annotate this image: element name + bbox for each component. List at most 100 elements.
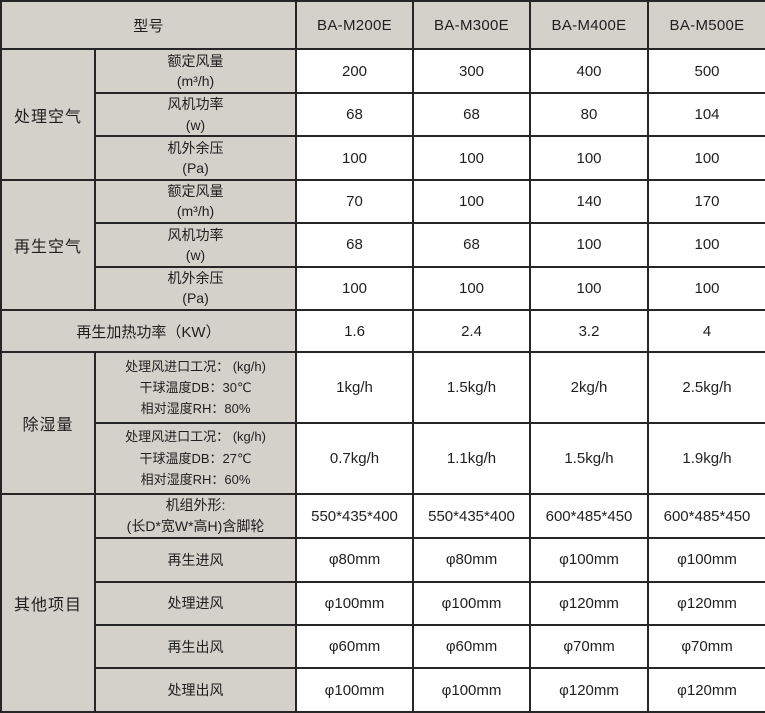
regen-heat-label-cell: 再生加热功率（KW） [0,308,298,354]
spec-label-line: 额定风量 [167,183,224,200]
value-cell: 68 [412,91,532,138]
value-cell: 100 [295,135,415,181]
table-row: 再生进风 φ80mm φ80mm φ100mm φ100mm [1,537,765,583]
table-row: 再生加热功率（KW） 1.6 2.4 3.2 4 [0,308,765,354]
value-cell: φ120mm [529,667,650,713]
value-cell: 2kg/h [529,351,650,425]
spec-label-line: 风机功率 [167,96,224,113]
value-cell: 2.4 [412,308,532,354]
value-cell: φ100mm [647,537,765,583]
value-cell: 600*485*450 [529,492,650,540]
value-cell: φ120mm [647,667,765,713]
table-row: 再生出风 φ60mm φ60mm φ70mm φ70mm [1,624,765,670]
condition-line: 相对湿度RH：60% [140,472,251,488]
spec-label-cell: 额定风量 (m³/h) [93,178,298,225]
section-label-dehumidification: 除湿量 [0,351,96,495]
table-row: 机外余压 (Pa) 100 100 100 100 [1,135,765,181]
value-cell: 80 [529,91,650,138]
value-cell: 100 [529,135,650,181]
spec-label-line: 额定风量 [167,52,224,69]
value-cell: φ100mm [412,580,532,627]
model-name-cell: BA-M500E [647,0,765,51]
value-cell: 1.6 [295,308,415,354]
table-row: 型号 BA-M200E BA-M300E BA-M400E BA-M500E [0,0,765,51]
value-cell: 550*435*400 [295,492,415,540]
condition-line: 处理风进口工况： (kg/h) [125,429,266,445]
value-cell: 170 [647,178,765,225]
value-cell: φ60mm [295,624,415,670]
table-row: 再生空气 额定风量 (m³/h) 70 100 140 170 [0,178,765,312]
value-cell: 300 [412,48,532,94]
table-row: 风机功率 (w) 68 68 100 100 [1,222,765,268]
condition-line: 干球温度DB：27℃ [139,450,252,466]
pipe-label-cell: 再生出风 [93,624,298,670]
value-cell: φ100mm [412,667,532,713]
spec-label-unit: (w) [185,116,206,133]
value-cell: 140 [529,178,650,225]
spec-label-cell: 风机功率 (w) [93,222,298,268]
condition-label-cell: 处理风进口工况： (kg/h) 干球温度DB：30℃ 相对湿度RH：80% [93,351,298,425]
section-label-process-air: 处理空气 [0,48,96,181]
value-cell: 100 [412,178,532,225]
value-cell: 0.7kg/h [295,422,415,495]
spec-label-line: 机外余压 [167,269,224,286]
model-name-cell: BA-M400E [529,0,650,51]
spec-label-cell: 机外余压 (Pa) [93,135,298,181]
value-cell: 100 [412,135,532,181]
table-row: 处理进风 φ100mm φ100mm φ120mm φ120mm [1,580,765,627]
value-cell: φ80mm [295,537,415,583]
value-cell: 68 [412,222,532,268]
table-row: 其他项目 机组外形: (长D*宽W*高H)含脚轮 550*435*400 550… [0,492,765,713]
model-name-cell: BA-M200E [295,0,415,51]
value-cell: 68 [295,222,415,268]
spec-label-cell: 机外余压 (Pa) [93,265,298,312]
value-cell: φ120mm [529,580,650,627]
condition-line: 干球温度DB：30℃ [139,380,252,396]
value-cell: 104 [647,91,765,138]
condition-line: 相对湿度RH：80% [140,401,251,417]
value-cell: 70 [295,178,415,225]
value-cell: φ100mm [295,580,415,627]
model-header-cell: 型号 [0,0,298,51]
value-cell: φ70mm [647,624,765,670]
spec-label-cell: 风机功率 (w) [93,91,298,138]
spec-label-unit: (m³/h) [176,73,215,90]
table-row: 处理风进口工况： (kg/h) 干球温度DB：27℃ 相对湿度RH：60% 0.… [1,422,765,495]
value-cell: φ120mm [647,580,765,627]
table-row: 处理空气 额定风量 (m³/h) 200 300 400 500 [0,48,765,181]
value-cell: 600*485*450 [647,492,765,540]
value-cell: 200 [295,48,415,94]
pipe-label-cell: 再生进风 [93,537,298,583]
table-row: 机外余压 (Pa) 100 100 100 100 [1,265,765,312]
dimension-label-line: 机组外形: [165,497,226,513]
value-cell: 400 [529,48,650,94]
table-row: 除湿量 处理风进口工况： (kg/h) 干球温度DB：30℃ 相对湿度RH：80… [0,351,765,495]
value-cell: φ80mm [412,537,532,583]
spec-label-line: 风机功率 [167,226,224,243]
value-cell: 4 [647,308,765,354]
value-cell: 100 [647,135,765,181]
table-row: 风机功率 (w) 68 68 80 104 [1,91,765,138]
pipe-label-cell: 处理进风 [93,580,298,627]
value-cell: 1.1kg/h [412,422,532,495]
value-cell: φ70mm [529,624,650,670]
condition-label-cell: 处理风进口工况： (kg/h) 干球温度DB：27℃ 相对湿度RH：60% [93,422,298,495]
value-cell: φ100mm [295,667,415,713]
spec-label-cell: 额定风量 (m³/h) [93,48,298,94]
dimension-label-line: (长D*宽W*高H)含脚轮 [126,518,265,534]
pipe-label-cell: 处理出风 [93,667,298,713]
value-cell: 100 [647,265,765,312]
value-cell: 100 [295,265,415,312]
condition-line: 处理风进口工况： (kg/h) [125,358,266,374]
value-cell: 100 [529,222,650,268]
spec-label-unit: (Pa) [182,160,209,177]
value-cell: 100 [647,222,765,268]
value-cell: 1kg/h [295,351,415,425]
spec-label-unit: (w) [185,246,206,263]
value-cell: 550*435*400 [412,492,532,540]
value-cell: 1.9kg/h [647,422,765,495]
section-label-other-items: 其他项目 [0,492,96,713]
value-cell: 2.5kg/h [647,351,765,425]
value-cell: 1.5kg/h [412,351,532,425]
